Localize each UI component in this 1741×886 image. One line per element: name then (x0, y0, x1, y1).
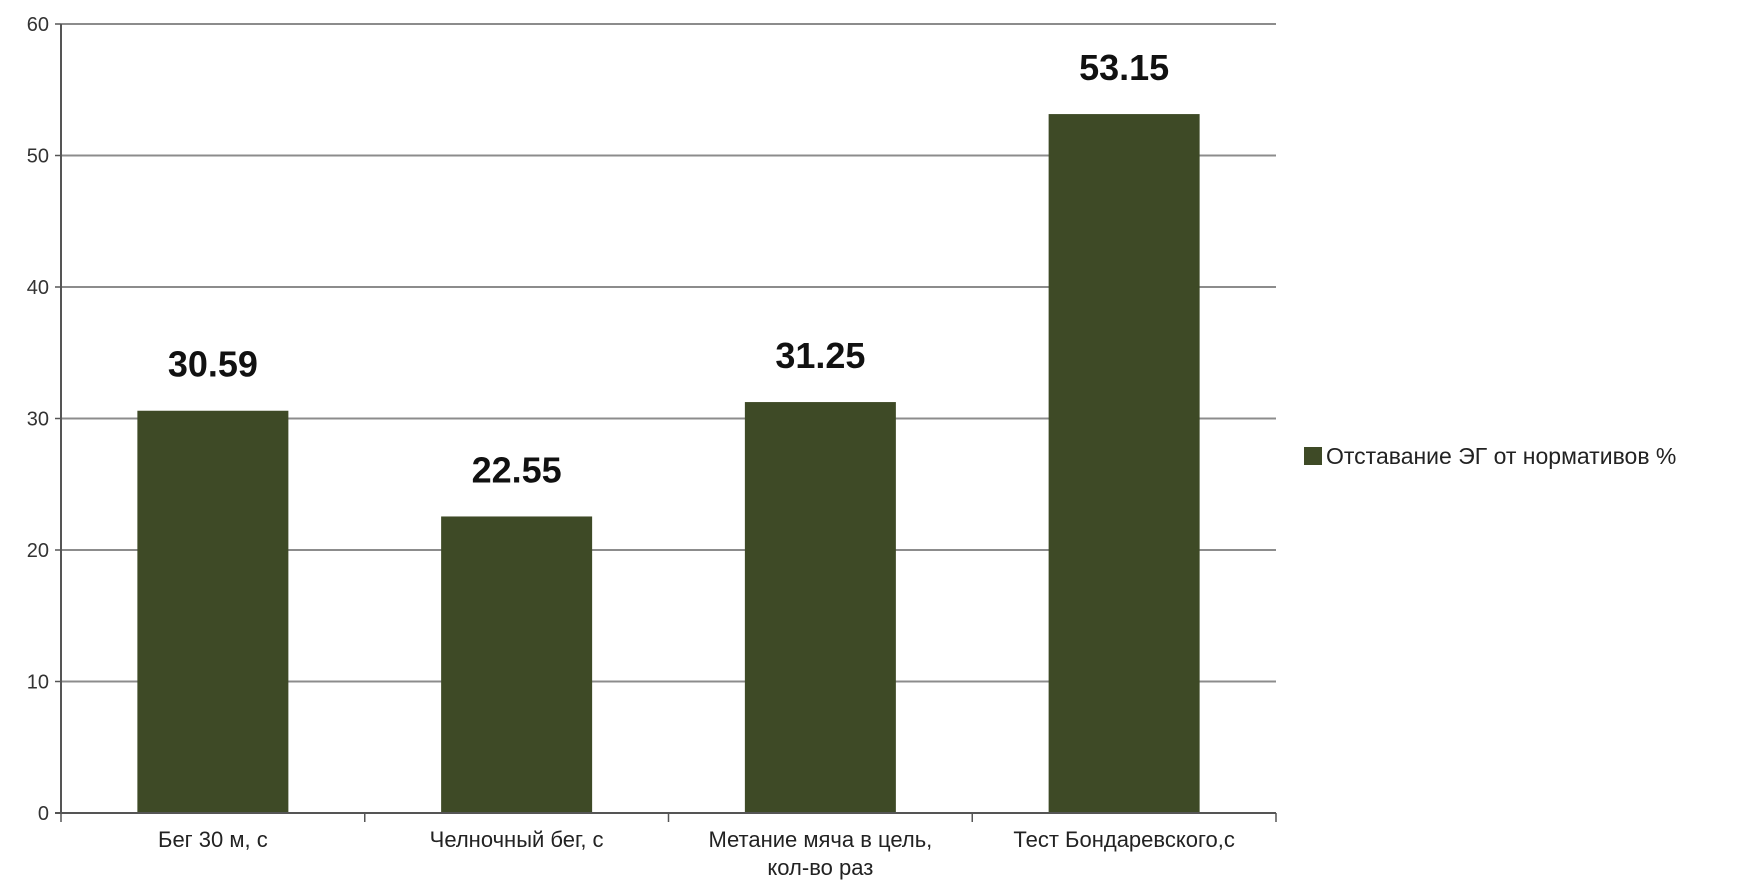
data-label-4: 53.15 (1079, 47, 1169, 88)
y-tick-label-50: 50 (27, 146, 49, 168)
bar-3 (744, 402, 896, 813)
y-tick-label-30: 30 (27, 409, 49, 431)
x-label-4: Тест Бондаревского,с (1013, 827, 1234, 852)
bar-1 (137, 410, 289, 813)
bars (137, 114, 1200, 813)
x-label-1: Бег 30 м, с (158, 827, 268, 852)
bar-4 (1048, 114, 1200, 813)
data-labels: 30.59 22.55 31.25 53.15 (168, 47, 1169, 490)
y-tick-label-20: 20 (27, 540, 49, 562)
y-axis-ticks: 0 10 20 30 40 50 60 (27, 14, 61, 825)
y-tick-label-60: 60 (27, 14, 49, 36)
data-label-3: 31.25 (775, 335, 865, 376)
x-label-3-line-1: Метание мяча в цель, (708, 827, 932, 852)
data-label-2: 22.55 (472, 449, 562, 490)
x-label-3-line-2: кол-во раз (767, 855, 873, 880)
y-tick-label-10: 10 (27, 672, 49, 694)
y-tick-label-40: 40 (27, 277, 49, 299)
data-label-1: 30.59 (168, 344, 258, 385)
x-axis-labels: Бег 30 м, с Челночный бег, с Метание мяча … (158, 827, 1235, 880)
y-tick-label-0: 0 (38, 803, 49, 825)
x-label-2: Челночный бег, с (430, 827, 604, 852)
legend-label: Отставание ЭГ от нормативов % (1326, 443, 1676, 469)
legend: Отставание ЭГ от нормативов % (1304, 443, 1676, 469)
legend-swatch (1304, 447, 1322, 465)
bar-2 (441, 516, 593, 813)
